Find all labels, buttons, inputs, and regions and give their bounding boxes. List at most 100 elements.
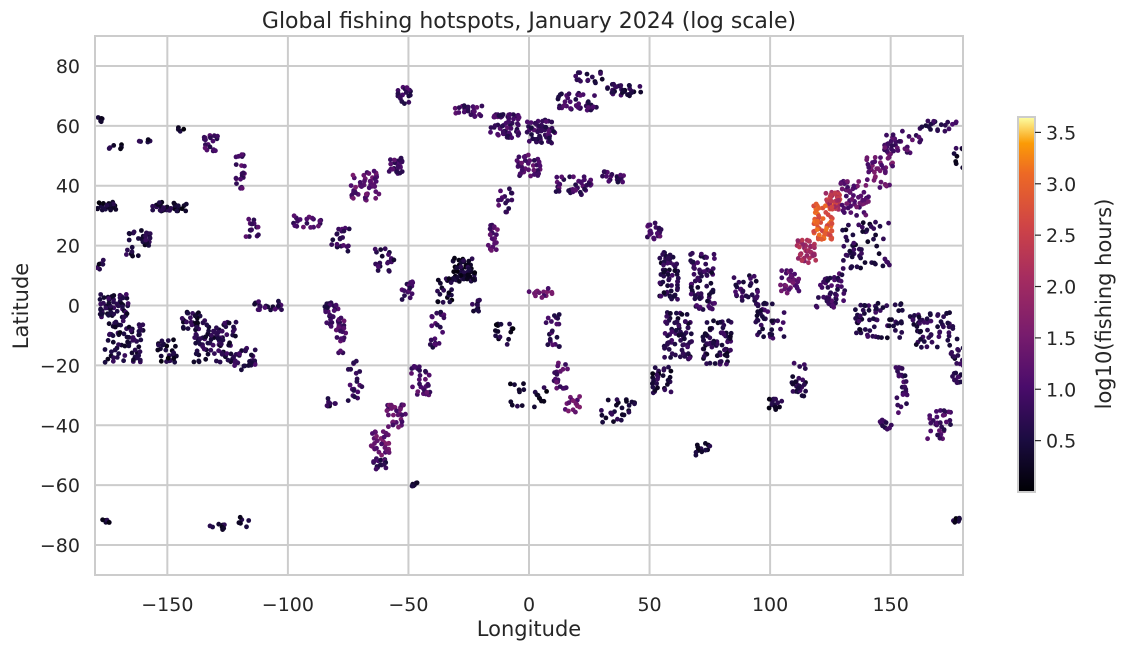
data-point <box>887 425 892 431</box>
data-point <box>660 373 666 378</box>
data-point <box>98 119 104 125</box>
data-point <box>515 121 520 126</box>
data-point <box>131 357 136 363</box>
data-point <box>458 264 464 270</box>
data-point <box>392 157 397 163</box>
data-point <box>935 312 941 317</box>
data-point <box>252 301 257 307</box>
data-point <box>249 221 255 227</box>
data-point <box>867 328 873 333</box>
data-point <box>325 396 331 401</box>
data-point <box>528 120 534 125</box>
data-point <box>434 310 440 316</box>
data-point <box>934 414 940 420</box>
data-point <box>618 417 624 423</box>
data-point <box>291 213 297 219</box>
data-point <box>209 332 214 338</box>
data-point <box>546 135 552 141</box>
data-point <box>367 178 373 184</box>
data-point <box>846 188 852 194</box>
data-point <box>877 168 883 174</box>
data-point <box>545 315 551 321</box>
data-point <box>469 256 475 262</box>
data-point <box>874 317 880 323</box>
data-point <box>204 322 210 328</box>
data-point <box>899 330 905 335</box>
data-point <box>353 358 359 364</box>
data-point <box>530 163 536 168</box>
data-point <box>872 155 878 160</box>
data-point <box>116 351 122 356</box>
data-point <box>99 311 105 317</box>
data-point <box>575 105 581 110</box>
data-point <box>850 232 856 238</box>
data-point <box>121 358 126 364</box>
data-point <box>456 110 462 115</box>
data-point <box>554 334 560 340</box>
data-point <box>121 314 127 320</box>
data-point <box>675 275 681 281</box>
data-point <box>870 160 875 165</box>
data-point <box>219 328 225 334</box>
data-point <box>918 337 923 342</box>
data-point <box>189 322 195 328</box>
data-point <box>880 423 885 429</box>
data-point <box>399 297 405 302</box>
data-point <box>777 404 782 410</box>
data-point <box>167 208 173 213</box>
data-point <box>348 366 354 372</box>
data-point <box>552 370 557 376</box>
data-point <box>880 305 886 310</box>
data-point <box>519 403 525 408</box>
data-point <box>781 334 787 339</box>
data-point <box>547 336 553 342</box>
data-point <box>895 320 900 326</box>
data-point <box>886 323 892 329</box>
data-point <box>158 353 164 359</box>
data-point <box>945 337 951 343</box>
data-point <box>898 302 903 308</box>
data-point <box>951 151 957 157</box>
data-point <box>535 129 540 135</box>
data-point <box>685 325 691 331</box>
data-point <box>945 320 951 326</box>
data-point <box>111 355 116 361</box>
data-point <box>200 320 206 326</box>
data-point <box>937 420 943 426</box>
data-point <box>917 139 923 145</box>
data-point <box>672 264 678 270</box>
data-point <box>508 125 514 131</box>
data-point <box>839 202 845 208</box>
data-point <box>797 244 802 250</box>
data-point <box>409 291 415 297</box>
data-point <box>217 359 223 365</box>
data-point <box>334 335 340 340</box>
data-point <box>678 338 683 343</box>
data-point <box>889 143 895 148</box>
data-point <box>955 347 960 352</box>
data-point <box>598 71 603 76</box>
data-point <box>666 364 671 370</box>
data-point <box>844 201 850 207</box>
data-point <box>661 262 666 268</box>
data-point <box>779 268 785 274</box>
data-point <box>666 340 672 345</box>
data-point <box>593 80 598 86</box>
data-point <box>230 328 236 334</box>
data-point <box>613 84 619 90</box>
data-point <box>516 387 522 393</box>
data-point <box>131 229 137 235</box>
data-point <box>456 279 462 284</box>
data-point <box>795 279 801 285</box>
data-point <box>848 210 854 216</box>
data-points <box>95 69 963 532</box>
data-point <box>914 324 920 329</box>
data-point <box>731 275 737 281</box>
data-point <box>941 427 947 432</box>
data-point <box>864 227 870 233</box>
data-point <box>801 382 807 387</box>
data-point <box>196 358 202 364</box>
data-point <box>626 409 632 415</box>
data-point <box>183 208 189 214</box>
data-point <box>472 270 478 276</box>
